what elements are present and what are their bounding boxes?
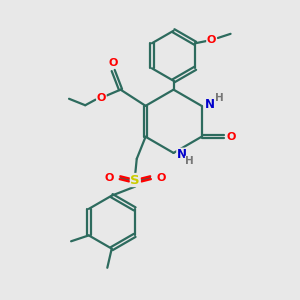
Text: O: O xyxy=(109,58,118,68)
Text: O: O xyxy=(156,173,166,183)
Text: O: O xyxy=(227,132,236,142)
Text: H: H xyxy=(185,156,194,166)
Text: S: S xyxy=(130,173,140,187)
Text: N: N xyxy=(177,148,187,161)
Text: O: O xyxy=(207,35,216,45)
Text: N: N xyxy=(205,98,215,111)
Text: O: O xyxy=(97,93,106,103)
Text: O: O xyxy=(105,173,114,183)
Text: H: H xyxy=(215,94,224,103)
